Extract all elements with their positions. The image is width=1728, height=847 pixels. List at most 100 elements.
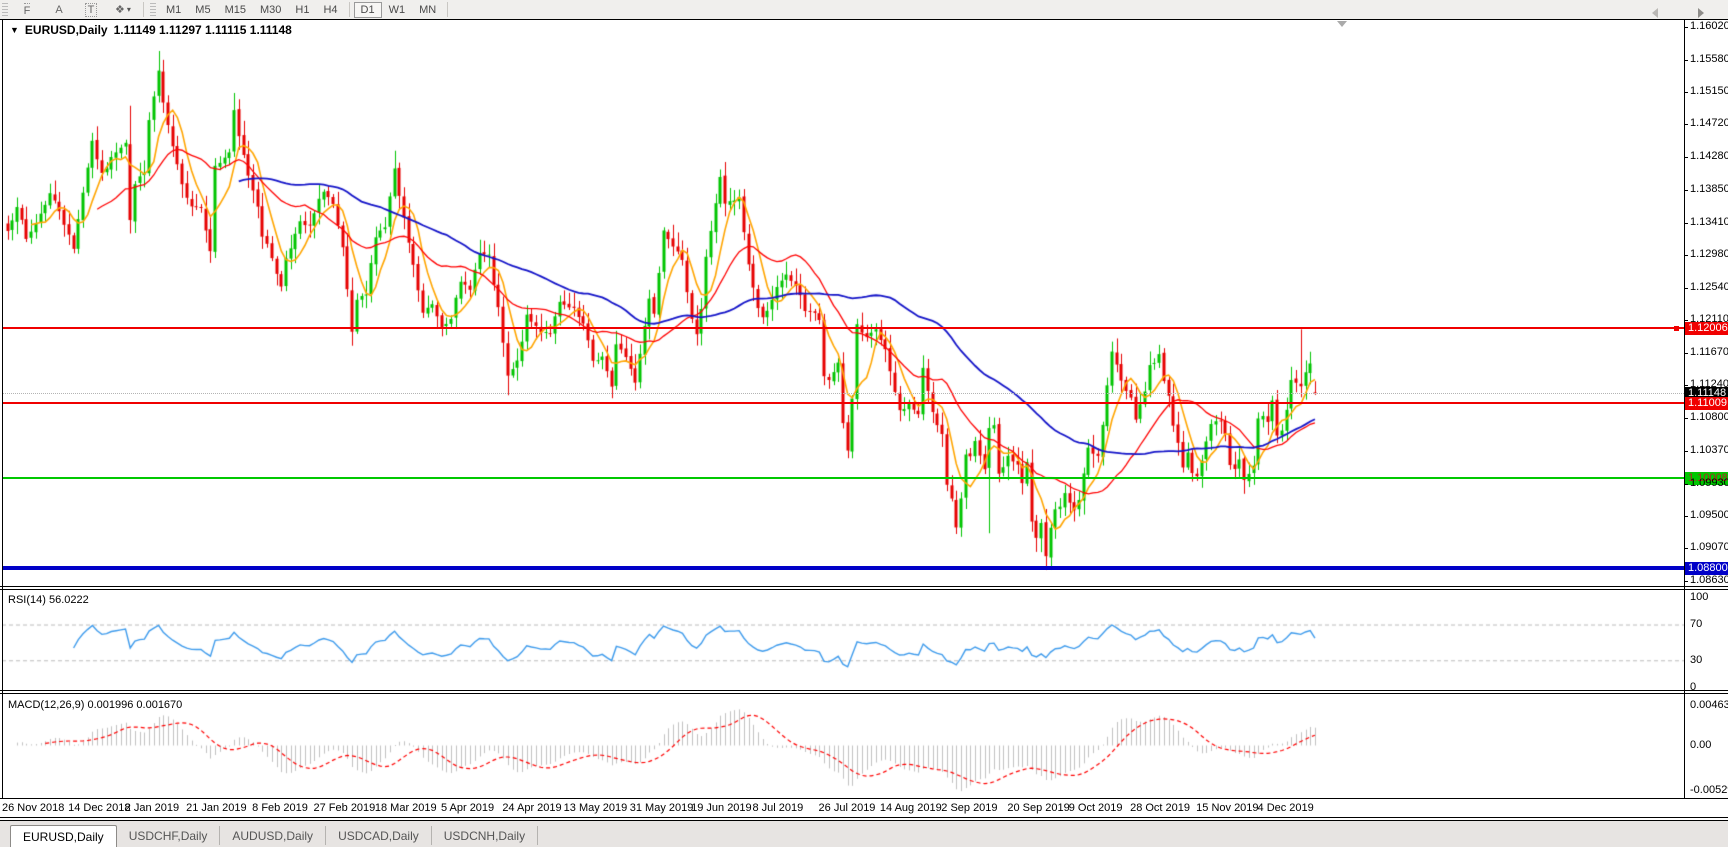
price-badge-resistance-upper: 1.12006 bbox=[1685, 322, 1728, 336]
price-axis-label: 1.16020 bbox=[1690, 19, 1728, 32]
date-axis-label: 9 Oct 2019 bbox=[1068, 802, 1123, 814]
price-axis-label: 1.09500 bbox=[1690, 508, 1728, 521]
tab-usdcad[interactable]: USDCAD,Daily bbox=[326, 826, 432, 845]
price-axis-tick bbox=[1684, 287, 1688, 289]
timeframe-m30-button[interactable]: M30 bbox=[259, 3, 282, 16]
rsi-pane-canvas[interactable] bbox=[2, 590, 1684, 690]
timeframe-w1-button[interactable]: W1 bbox=[388, 3, 406, 16]
date-axis-label: 19 Jun 2019 bbox=[691, 802, 752, 814]
rsi-axis-label: 70 bbox=[1690, 618, 1703, 631]
price-axis-tick bbox=[1684, 26, 1688, 28]
date-axis-label: 14 Aug 2019 bbox=[879, 802, 942, 814]
tab-usdcnh[interactable]: USDCNH,Daily bbox=[432, 826, 539, 845]
macd-pane-canvas[interactable] bbox=[2, 694, 1684, 798]
date-axis-label: 26 Jul 2019 bbox=[818, 802, 876, 814]
timeframe-mn-button[interactable]: MN bbox=[419, 3, 437, 16]
chart-left-border bbox=[2, 19, 3, 799]
pane-separator[interactable] bbox=[0, 690, 1728, 691]
price-axis-tick bbox=[1684, 124, 1688, 126]
date-axis-label: 2 Jan 2019 bbox=[124, 802, 180, 814]
timeframe-m1-button[interactable]: M1 bbox=[166, 3, 182, 16]
price-axis-label: 1.13410 bbox=[1690, 215, 1728, 228]
tab-eurusd[interactable]: EURUSD,Daily bbox=[10, 825, 117, 847]
date-axis-label: 21 Jan 2019 bbox=[186, 802, 247, 814]
date-axis-label: 4 Dec 2019 bbox=[1257, 802, 1314, 814]
price-badge-support-blue: 1.08800 bbox=[1685, 562, 1728, 576]
price-axis-tick bbox=[1684, 157, 1688, 159]
price-axis-label: 1.12540 bbox=[1690, 280, 1728, 293]
chart-tab-bar: EURUSD,Daily USDCHF,Daily AUDUSD,Daily USDC… bbox=[0, 821, 1728, 847]
main-chart-canvas[interactable] bbox=[2, 20, 1684, 586]
collapse-arrow-icon[interactable]: ▼ bbox=[10, 25, 19, 35]
price-badge-current-bid: 1.11148 bbox=[1685, 386, 1728, 400]
arrows-tool[interactable]: ❖ ▾ bbox=[107, 1, 139, 18]
tab-usdchf[interactable]: USDCHF,Daily bbox=[117, 826, 221, 845]
price-axis-label: 1.12980 bbox=[1690, 247, 1728, 260]
rsi-axis-label: 30 bbox=[1690, 653, 1703, 666]
text-tool[interactable]: A bbox=[43, 1, 75, 18]
date-axis-label: 27 Feb 2019 bbox=[313, 802, 376, 814]
rsi-axis-label: 0 bbox=[1690, 680, 1697, 693]
toolbar-grip-2[interactable] bbox=[150, 2, 156, 17]
tabbar-border bbox=[0, 820, 1728, 821]
chart-shift-marker-icon[interactable] bbox=[1337, 21, 1347, 27]
resistance-line-1.12006[interactable] bbox=[3, 327, 1684, 330]
price-axis-tick bbox=[1684, 450, 1688, 452]
timeframe-h1-button[interactable]: H1 bbox=[295, 3, 310, 16]
resistance-line-1.11009[interactable] bbox=[3, 401, 1684, 404]
tab-scroll-left-icon[interactable] bbox=[1652, 8, 1658, 18]
pane-separator[interactable] bbox=[0, 586, 1728, 587]
support-line-1.10008[interactable] bbox=[3, 476, 1684, 479]
price-axis-tick bbox=[1684, 353, 1688, 355]
tab-scroll-right-icon[interactable] bbox=[1698, 8, 1704, 18]
timeframe-m15-button[interactable]: M15 bbox=[224, 3, 246, 16]
chart-ohlc-values: 1.11149 1.11297 1.11115 1.11148 bbox=[113, 23, 292, 37]
price-axis-label: 1.09070 bbox=[1690, 541, 1728, 554]
timeframes-toolbar: M1 M5 M15 M30 H1 H4 D1 W1 MN bbox=[159, 1, 443, 18]
toolbar-grip[interactable] bbox=[2, 2, 8, 17]
price-axis-tick bbox=[1684, 418, 1688, 420]
date-axis-label: 2 Sep 2019 bbox=[941, 802, 998, 814]
support-line-1.08800[interactable] bbox=[3, 566, 1684, 571]
dropdown-caret-icon[interactable]: ▾ bbox=[126, 5, 131, 14]
macd-label: MACD(12,26,9) 0.001996 0.001670 bbox=[8, 699, 183, 711]
pane-separator[interactable] bbox=[0, 589, 1728, 590]
price-axis-border bbox=[1684, 19, 1685, 799]
chart-title: ▼ EURUSD,Daily 1.11149 1.11297 1.11115 1… bbox=[10, 23, 292, 37]
timeframe-h4-button[interactable]: H4 bbox=[323, 3, 338, 16]
price-axis-tick bbox=[1684, 483, 1688, 485]
timeframe-d1-button[interactable]: D1 bbox=[353, 1, 382, 18]
fibonacci-tool-icon: F bbox=[23, 2, 31, 17]
date-axis-label: 14 Dec 2018 bbox=[68, 802, 131, 814]
price-axis-label: 1.14280 bbox=[1690, 150, 1728, 163]
arrows-tool-icon: ❖ bbox=[115, 4, 125, 16]
fibonacci-tool[interactable]: F bbox=[11, 1, 43, 18]
price-axis-label: 1.08630 bbox=[1690, 574, 1728, 587]
price-axis-label: 1.15150 bbox=[1690, 85, 1728, 98]
rsi-label: RSI(14) 56.0222 bbox=[8, 594, 89, 606]
price-badge-support-green: 1.10008 bbox=[1685, 471, 1728, 485]
label-tool-icon: T bbox=[84, 2, 98, 17]
date-axis-label: 20 Sep 2019 bbox=[1007, 802, 1070, 814]
pane-separator[interactable] bbox=[0, 693, 1728, 694]
label-tool[interactable]: T bbox=[75, 1, 107, 18]
tab-audusd[interactable]: AUDUSD,Daily bbox=[220, 826, 327, 845]
hline-drag-handle[interactable] bbox=[1674, 326, 1679, 332]
date-axis-border bbox=[0, 817, 1728, 818]
rsi-axis-label: 100 bbox=[1690, 591, 1709, 604]
date-axis-label: 15 Nov 2019 bbox=[1196, 802, 1259, 814]
date-axis-label: 13 May 2019 bbox=[563, 802, 628, 814]
price-axis-tick bbox=[1684, 222, 1688, 224]
price-badge-resistance-lower: 1.11009 bbox=[1685, 396, 1728, 410]
price-axis-label: 1.11670 bbox=[1690, 346, 1728, 359]
date-axis-label: 18 Mar 2019 bbox=[374, 802, 437, 814]
price-axis-tick bbox=[1684, 548, 1688, 550]
macd-axis-label: -0.005299 bbox=[1690, 783, 1728, 796]
pane-separator bbox=[0, 798, 1728, 799]
chart-top-border bbox=[0, 19, 1728, 20]
toolbar-separator-2 bbox=[447, 2, 449, 17]
price-axis-tick bbox=[1684, 189, 1688, 191]
timeframe-m5-button[interactable]: M5 bbox=[195, 3, 211, 16]
current-price-line[interactable] bbox=[3, 392, 1684, 394]
